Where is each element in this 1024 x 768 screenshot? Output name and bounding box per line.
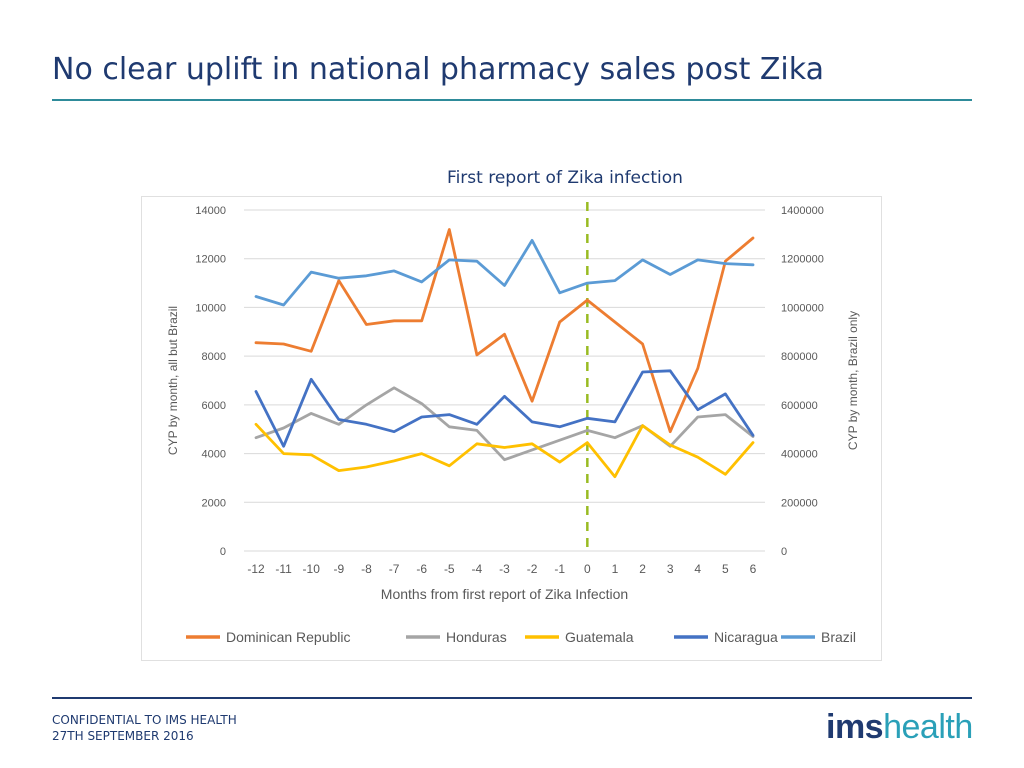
y-tick-label-right: 600000 — [781, 400, 818, 412]
x-tick-label: 1 — [612, 562, 619, 576]
x-tick-label: -4 — [472, 562, 483, 576]
y-tick-label-left: 4000 — [202, 449, 226, 461]
y-tick-label-left: 2000 — [202, 497, 226, 509]
legend-label-dominican-republic: Dominican Republic — [226, 629, 351, 645]
series-line-nicaragua — [254, 369, 755, 448]
legend-label-nicaragua: Nicaragua — [714, 629, 778, 645]
ims-health-logo: imshealth — [826, 708, 973, 747]
y-axis-title-right: CYP by month, Brazil only — [846, 311, 860, 450]
x-tick-label: 3 — [667, 562, 674, 576]
y-tick-label-left: 6000 — [202, 400, 226, 412]
y-tick-label-right: 1200000 — [781, 254, 824, 266]
y-tick-label-left: 8000 — [202, 351, 226, 363]
y-tick-label-left: 10000 — [195, 302, 226, 314]
logo-health-text: health — [883, 708, 973, 746]
y-tick-label-right: 400000 — [781, 449, 818, 461]
x-tick-label: -7 — [389, 562, 400, 576]
x-tick-label: 0 — [584, 562, 591, 576]
y-tick-label-right: 1000000 — [781, 302, 824, 314]
x-tick-label: -9 — [333, 562, 344, 576]
x-tick-label: -3 — [499, 562, 510, 576]
series-line-dominican-republic — [254, 228, 755, 434]
legend-label-guatemala: Guatemala — [565, 629, 634, 645]
x-tick-label: 2 — [639, 562, 646, 576]
x-tick-label: -8 — [361, 562, 372, 576]
x-tick-label: 4 — [694, 562, 701, 576]
logo-ims-text: ims — [826, 708, 884, 746]
x-tick-label: -11 — [275, 562, 292, 576]
y-tick-label-left: 14000 — [195, 205, 226, 217]
x-tick-label: -12 — [247, 562, 265, 576]
x-tick-label: -10 — [303, 562, 321, 576]
x-tick-label: -1 — [554, 562, 565, 576]
footer-date: 27TH SEPTEMBER 2016 — [52, 729, 194, 743]
line-chart: 0 0 2000 200000 4000 400000 6000 600000 8000 8000… — [166, 202, 860, 645]
y-tick-label-right: 0 — [781, 546, 787, 558]
footer-confidential: CONFIDENTIAL TO IMS HEALTH — [52, 713, 237, 727]
y-tick-label-right: 1400000 — [781, 205, 824, 217]
legend-label-honduras: Honduras — [446, 629, 507, 645]
legend-label-brazil: Brazil — [821, 629, 856, 645]
x-tick-label: -6 — [416, 562, 427, 576]
y-tick-label-left: 12000 — [195, 254, 226, 266]
y-tick-label-right: 800000 — [781, 351, 818, 363]
x-axis-title: Months from first report of Zika Infecti… — [381, 586, 628, 602]
series-line-guatemala — [254, 422, 755, 479]
y-tick-label-right: 200000 — [781, 497, 818, 509]
zika-annotation-label: First report of Zika infection — [447, 168, 683, 188]
x-tick-label: -5 — [444, 562, 455, 576]
x-tick-label: -2 — [527, 562, 538, 576]
y-tick-label-left: 0 — [220, 546, 226, 558]
series-line-brazil — [254, 239, 755, 307]
slide-title: No clear uplift in national pharmacy sal… — [52, 52, 824, 87]
y-axis-title-left: CYP by month, all but Brazil — [166, 306, 180, 455]
title-divider — [52, 99, 972, 101]
x-tick-label: 5 — [722, 562, 729, 576]
x-tick-label: 6 — [750, 562, 757, 576]
footer-divider — [52, 697, 972, 699]
